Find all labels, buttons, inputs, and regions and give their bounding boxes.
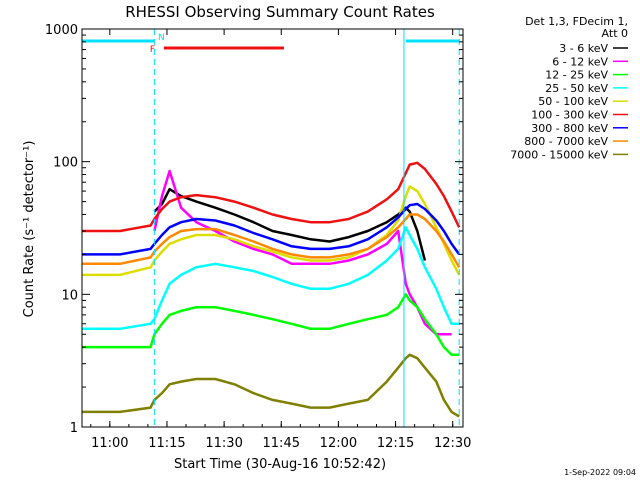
legend-header-line: Det 1,3, FDecim 1, <box>525 15 628 28</box>
x-tick-label: 12:15 <box>377 436 414 451</box>
y-tick-label: 1 <box>70 421 78 436</box>
legend-label-3: 12 - 25 keV <box>545 69 608 82</box>
legend-label-7: 300 - 800 keV <box>531 122 608 135</box>
x-tick-label: 11:30 <box>205 436 242 451</box>
series-line-6-seg-1 <box>82 161 461 233</box>
series-line-3-seg-1 <box>82 293 460 357</box>
legend-header-line: Att 0 <box>602 27 628 40</box>
footer-date: 1-Sep-2022 09:04 <box>564 468 636 477</box>
x-tick-label: 12:00 <box>320 436 357 451</box>
series-line-7-seg-1 <box>82 202 461 256</box>
legend-label-2: 6 - 12 keV <box>552 55 608 68</box>
y-tick-label: 1000 <box>45 23 78 38</box>
x-axis-title: Start Time (30-Aug-16 10:52:42) <box>174 457 386 472</box>
series-line-9-seg-1 <box>82 353 460 418</box>
x-tick-label: 11:00 <box>91 436 128 451</box>
axes-layer: 11:00 11:15 11:30 11:45 12:00 12:15 12:30 1 10 10… <box>45 23 472 451</box>
legend-label-5: 50 - 100 keV <box>538 95 608 108</box>
series-line-5-seg-1 <box>82 185 461 277</box>
legend-label-4: 25 - 50 keV <box>545 82 608 95</box>
legend-label-9: 7000 - 15000 keV <box>510 148 608 161</box>
chart-title: RHESSI Observing Summary Count Rates <box>125 3 435 21</box>
flag-label-F: F <box>150 45 155 55</box>
legend-label-6: 100 - 300 keV <box>531 109 608 122</box>
x-tick-label: 11:45 <box>263 436 300 451</box>
y-tick-label: 10 <box>61 288 78 303</box>
legend-label-1: 3 - 6 keV <box>559 42 608 55</box>
plot-frame <box>81 28 464 428</box>
y-tick-label: 100 <box>53 156 78 171</box>
series-line-8-seg-1 <box>82 213 461 268</box>
legend-label-8: 800 - 7000 keV <box>524 135 608 148</box>
y-axis-title: Count Rate (s⁻¹ detector⁻¹) <box>22 141 37 318</box>
x-tick-label: 12:30 <box>434 436 471 451</box>
x-tick-label: 11:15 <box>148 436 185 451</box>
flag-label-N: N <box>158 33 165 43</box>
series-line-4-seg-1 <box>82 226 460 331</box>
